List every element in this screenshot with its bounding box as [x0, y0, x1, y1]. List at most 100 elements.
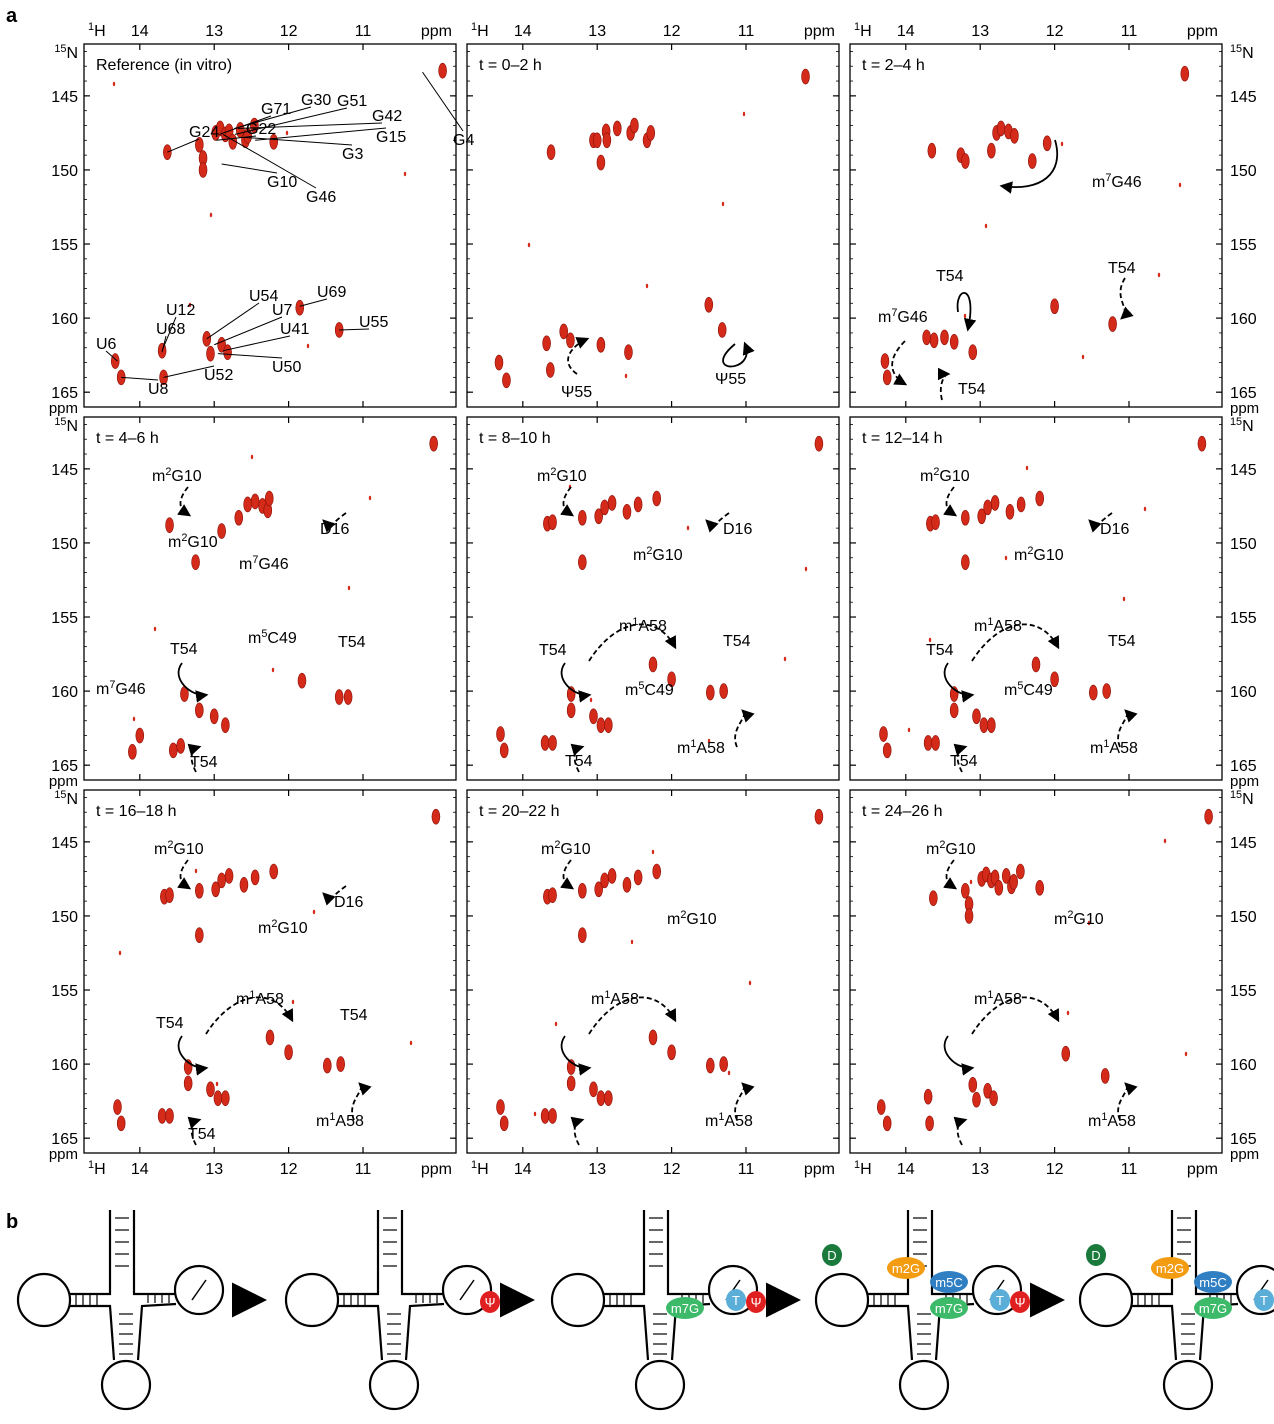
nmr-peak — [931, 735, 940, 751]
nmr-peak — [622, 877, 632, 893]
modification-badge-label: D — [827, 1248, 836, 1263]
peak-assignment-label: U8 — [148, 381, 169, 398]
spectrum-frame — [83, 43, 457, 408]
modification-badge — [1086, 1244, 1106, 1266]
modification-badge — [990, 1289, 1010, 1311]
shift-arrow — [956, 292, 977, 332]
nmr-peak — [546, 144, 556, 160]
noise-dot — [651, 849, 655, 855]
x-tick-label: 14 — [514, 23, 532, 40]
nmr-peak — [566, 702, 576, 719]
noise-dot — [589, 697, 593, 703]
nmr-peak — [183, 1075, 193, 1092]
x-tick-label: 13 — [588, 1161, 606, 1178]
x-tick-label: 14 — [897, 23, 915, 40]
peak-assignment-label: U12 — [166, 302, 195, 319]
noise-dot — [188, 302, 192, 308]
nmr-peak — [1050, 298, 1059, 315]
y-tick-label: 155 — [51, 237, 78, 254]
shift-arrow — [560, 1035, 592, 1076]
nmr-peak — [612, 120, 622, 137]
y-tick-label: 145 — [1230, 89, 1257, 106]
x-axis-unit: ppm — [421, 1161, 452, 1178]
nmr-peak — [209, 708, 219, 725]
modification-badge — [1194, 1297, 1232, 1319]
nmr-peak — [191, 554, 200, 571]
assignment-leader — [163, 365, 215, 378]
nmr-peak — [719, 683, 728, 699]
spectrum-panel: 1H 14 13 12 11 ppm 145 150 155 160 165 15N ppm t = 2–… — [849, 21, 1259, 417]
x-tick-label: 14 — [131, 1161, 149, 1178]
nmr-peak — [1042, 135, 1052, 152]
n-axis-nucleus: 15N — [54, 43, 78, 62]
h-axis-nucleus: 1H — [88, 21, 106, 40]
nmr-peak — [983, 499, 992, 516]
h-axis-nucleus: 1H — [471, 1159, 489, 1178]
modification-label: D16 — [723, 521, 752, 538]
nmr-peak — [652, 490, 662, 507]
trna-cloverleaf: Dm2Gm5Cm7GTΨm1A — [1078, 1210, 1274, 1411]
peak-assignment-label: G22 — [246, 121, 276, 138]
modification-badge-label: m7G — [1199, 1301, 1227, 1316]
x-axis-unit: ppm — [804, 1161, 835, 1178]
nmr-peak — [213, 1090, 223, 1106]
modification-badge — [1194, 1271, 1232, 1293]
modification-label: T54 — [539, 642, 567, 659]
y-tick-label: 160 — [1230, 684, 1257, 701]
peak-assignment-label: U55 — [359, 314, 388, 331]
x-axis-unit: ppm — [804, 23, 835, 40]
nmr-peak — [548, 887, 557, 903]
noise-dot — [312, 909, 316, 915]
assignment-leader — [221, 163, 278, 174]
y-tick-label: 165 — [51, 758, 78, 775]
modification-badge — [1151, 1257, 1189, 1279]
trna-stems — [70, 1210, 177, 1361]
nmr-peak — [499, 1115, 509, 1132]
noise-dot — [783, 656, 787, 662]
nmr-peak — [607, 495, 617, 511]
nmr-peak — [977, 508, 986, 525]
assignment-leader — [167, 138, 200, 153]
noise-dot — [963, 313, 967, 319]
nmr-peak — [113, 1099, 122, 1115]
modification-label: T54 — [170, 641, 198, 658]
assignment-leader — [223, 335, 291, 352]
modification-label: m1A58 — [236, 989, 284, 1008]
y-tick-label: 150 — [51, 163, 78, 180]
n-axis-nucleus: 15N — [1230, 416, 1254, 435]
modification-label: T54 — [723, 633, 751, 650]
noise-dot — [1143, 506, 1147, 512]
shift-arrow — [1117, 709, 1138, 748]
nmr-peak — [961, 554, 970, 571]
noise-dot — [368, 495, 372, 501]
modification-badge — [666, 1297, 704, 1319]
panel-b-label: b — [6, 1211, 18, 1233]
nmr-peak — [880, 353, 890, 369]
nmr-peak — [589, 708, 598, 725]
modification-label: m2G10 — [258, 918, 308, 937]
shift-arrow — [971, 623, 1060, 662]
spectrum-frame — [83, 416, 457, 781]
nmr-peak — [964, 908, 974, 924]
spectrum-frame — [849, 789, 1223, 1154]
y-tick-label: 160 — [1230, 1057, 1257, 1074]
shift-arrow — [570, 743, 585, 773]
h-axis-nucleus: 1H — [471, 21, 489, 40]
spectrum-title: t = 2–4 h — [862, 57, 925, 74]
noise-dot — [1004, 555, 1008, 561]
modification-label: m2G10 — [154, 839, 204, 858]
noise-dot — [1087, 920, 1091, 926]
nmr-peak — [925, 1115, 934, 1132]
shift-arrow — [891, 340, 908, 386]
nmr-peak — [882, 742, 892, 759]
nmr-peak — [652, 863, 662, 880]
peak-assignment-label: G30 — [301, 92, 331, 109]
nmr-peak — [195, 702, 204, 719]
assignment-leader — [243, 136, 353, 146]
spectrum-frame — [849, 43, 1223, 408]
nmr-peak — [630, 117, 639, 134]
nmr-peak — [116, 1115, 126, 1132]
shift-arrow — [722, 341, 755, 368]
nmr-peak — [1016, 863, 1025, 880]
modification-badge-label: m2G — [1156, 1261, 1184, 1276]
